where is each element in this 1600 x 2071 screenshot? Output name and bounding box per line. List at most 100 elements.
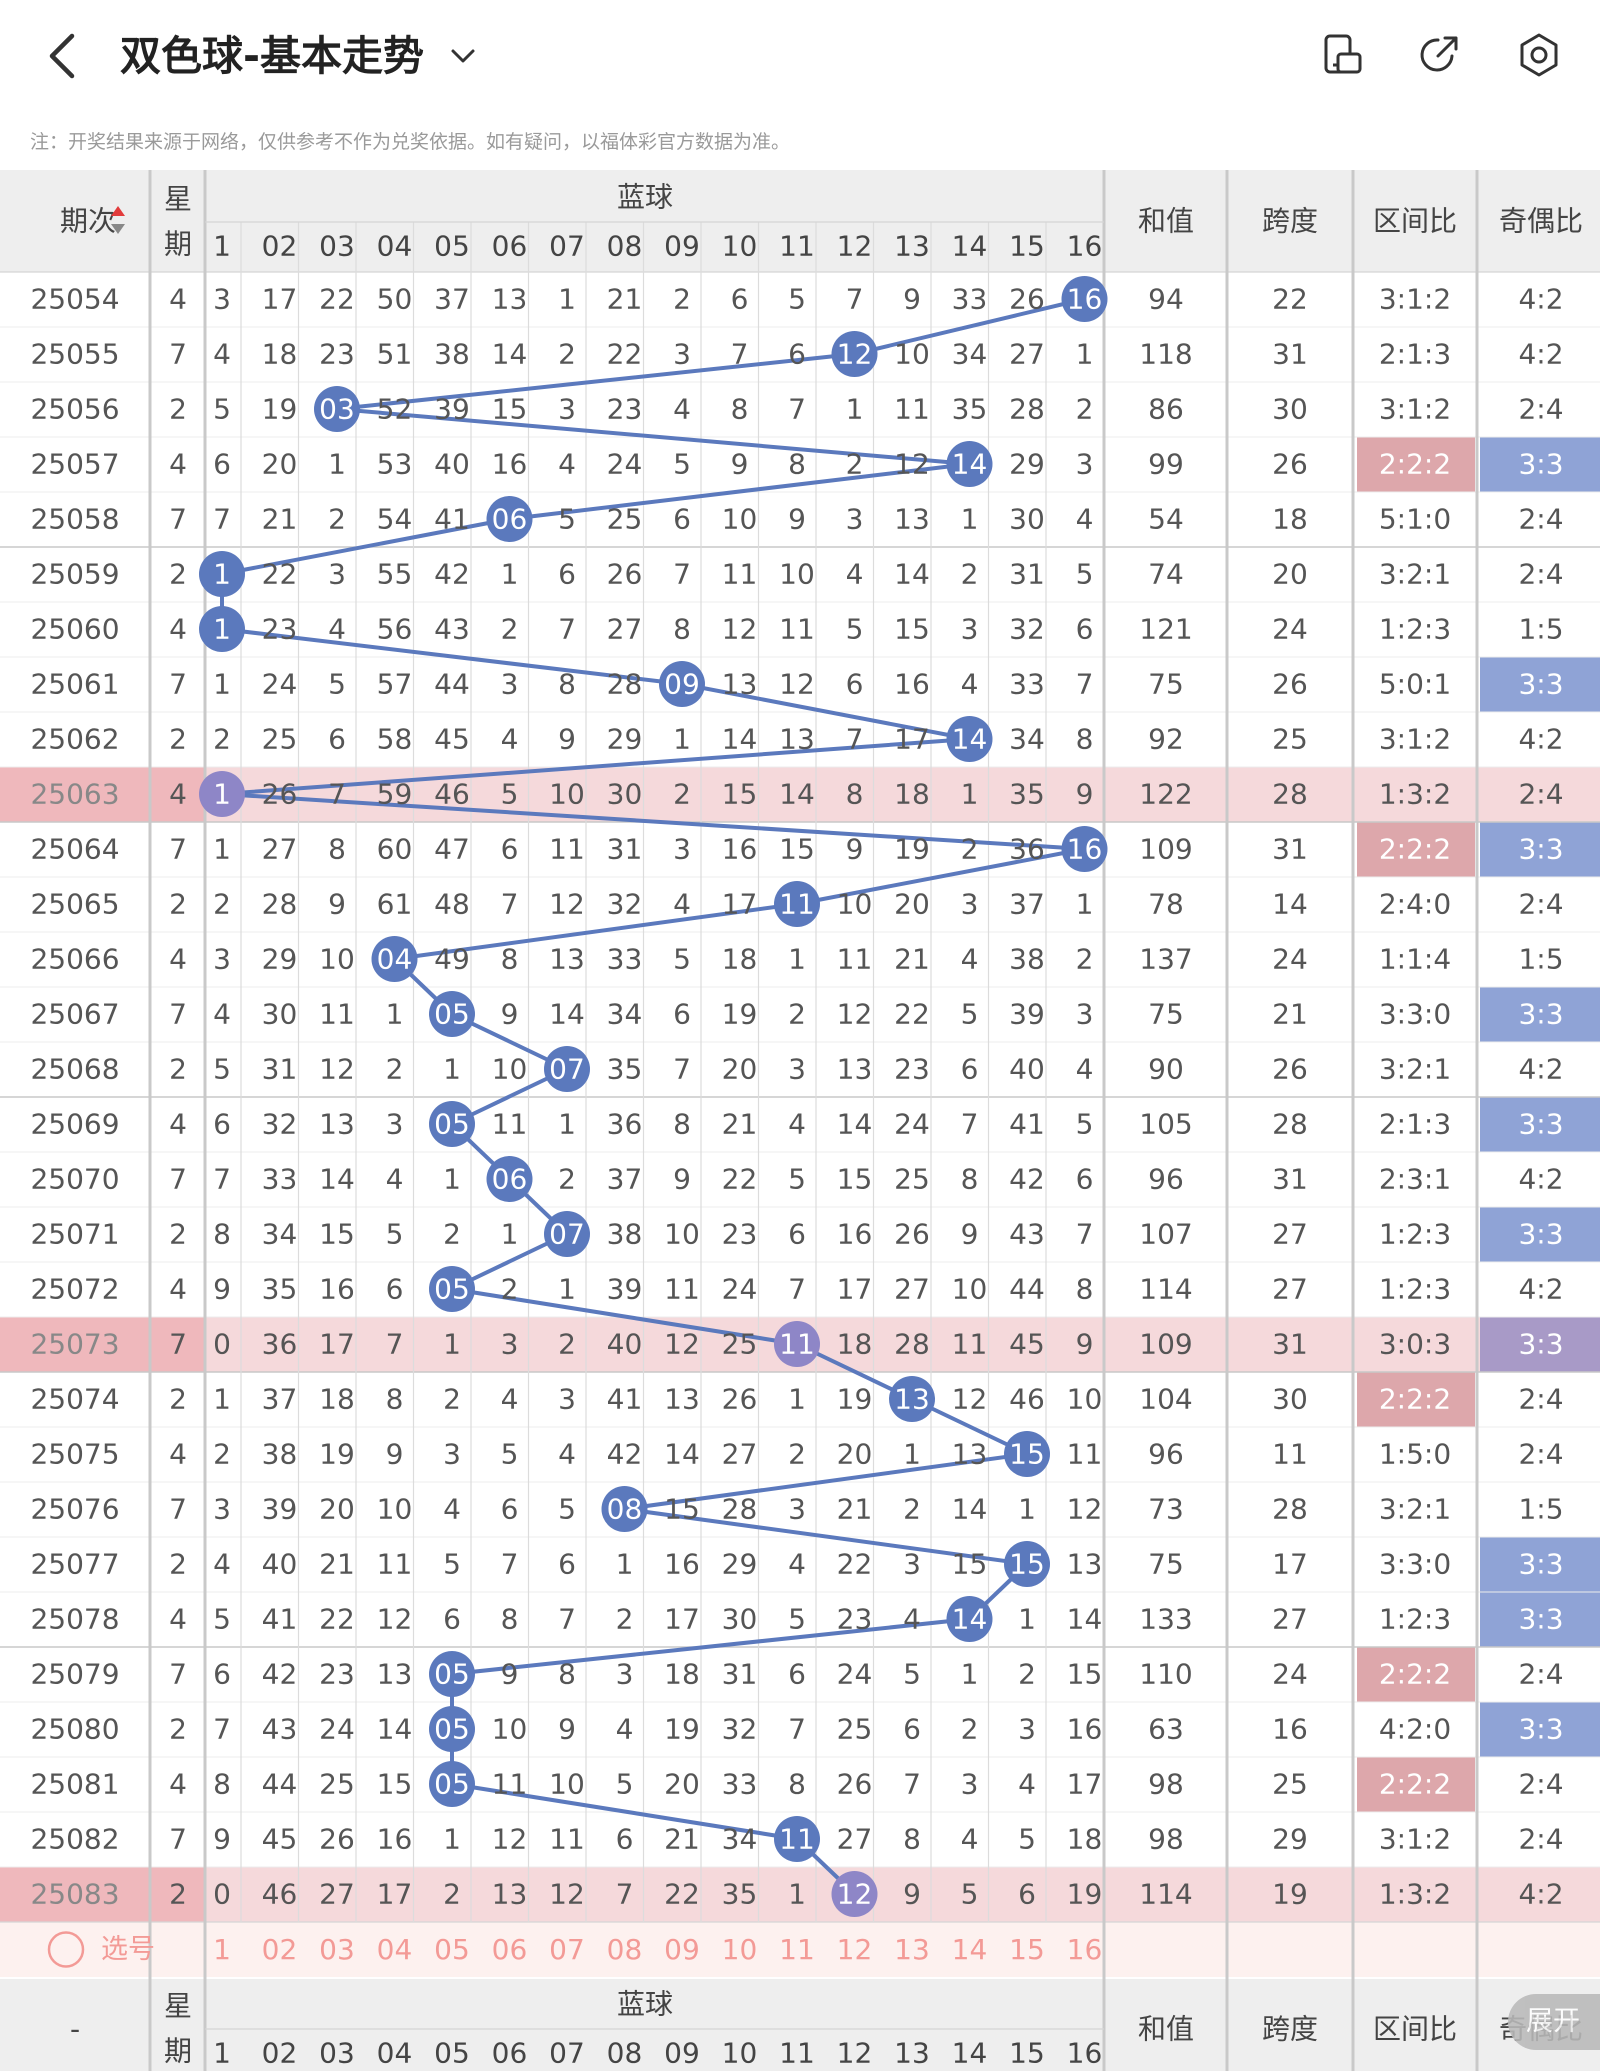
- blue-ball-number: 05: [434, 1273, 470, 1306]
- odd-even-hot-cell: [1480, 437, 1600, 492]
- miss-count: 41: [1009, 1108, 1045, 1141]
- select-number-option[interactable]: 05: [434, 1933, 470, 1966]
- blue-ball-number: 05: [434, 1768, 470, 1801]
- select-number-option[interactable]: 1: [213, 1933, 231, 1966]
- blue-ball-number: 16: [1067, 833, 1103, 866]
- header-odd-even[interactable]: 奇偶比: [1499, 205, 1583, 238]
- miss-count: 10: [492, 1053, 528, 1086]
- back-chevron-icon[interactable]: [42, 28, 82, 84]
- weekday-value: 2: [169, 558, 187, 591]
- header-span[interactable]: 跨度: [1262, 205, 1318, 238]
- zone-ratio-value: 1:2:3: [1379, 613, 1451, 646]
- select-number-label[interactable]: 选号: [101, 1934, 155, 1965]
- miss-count: 5: [328, 668, 346, 701]
- miss-count: 20: [894, 888, 930, 921]
- weekday-value: 2: [169, 723, 187, 756]
- header-blue-col: 09: [664, 230, 700, 263]
- miss-count: 23: [837, 1603, 873, 1636]
- miss-count: 13: [952, 1438, 988, 1471]
- miss-count: 3: [961, 613, 979, 646]
- select-number-option[interactable]: 15: [1009, 1933, 1045, 1966]
- miss-count: 13: [319, 1108, 355, 1141]
- miss-count: 33: [1009, 668, 1045, 701]
- miss-count: 14: [377, 1713, 413, 1746]
- miss-count: 18: [837, 1328, 873, 1361]
- miss-count: 19: [837, 1383, 873, 1416]
- miss-count: 0: [213, 1328, 231, 1361]
- miss-count: 4: [501, 1383, 519, 1416]
- header-zone-ratio[interactable]: 区间比: [1373, 205, 1457, 238]
- select-number-option[interactable]: 08: [607, 1933, 643, 1966]
- miss-count: 22: [319, 1603, 355, 1636]
- miss-count: 26: [1009, 283, 1045, 316]
- miss-count: 9: [558, 723, 576, 756]
- miss-count: 29: [722, 1548, 758, 1581]
- select-number-option[interactable]: 02: [262, 1933, 298, 1966]
- select-number-option[interactable]: 12: [837, 1933, 873, 1966]
- header-issue[interactable]: 期次: [60, 205, 116, 238]
- miss-count: 7: [213, 503, 231, 536]
- miss-count: 16: [1067, 1713, 1103, 1746]
- select-number-option[interactable]: 04: [377, 1933, 413, 1966]
- sort-down-icon[interactable]: [111, 224, 125, 234]
- dropdown-chevron-icon[interactable]: [448, 38, 478, 74]
- span-value: 24: [1272, 613, 1308, 646]
- sort-up-icon[interactable]: [111, 206, 125, 216]
- miss-count: 7: [788, 1273, 806, 1306]
- miss-count: 8: [1076, 723, 1094, 756]
- miss-count: 1: [558, 283, 576, 316]
- miss-count: 4: [846, 558, 864, 591]
- select-number-option[interactable]: 16: [1067, 1933, 1103, 1966]
- odd-even-value: 3:3: [1518, 1713, 1563, 1746]
- miss-count: 5: [213, 393, 231, 426]
- miss-count: 12: [377, 1603, 413, 1636]
- share-icon[interactable]: [1416, 32, 1462, 78]
- miss-count: 2: [846, 448, 864, 481]
- select-number-option[interactable]: 06: [492, 1933, 528, 1966]
- span-value: 31: [1272, 338, 1308, 371]
- miss-count: 36: [1009, 833, 1045, 866]
- miss-count: 27: [722, 1438, 758, 1471]
- miss-count: 2: [558, 1163, 576, 1196]
- miss-count: 44: [262, 1768, 298, 1801]
- select-radio-icon[interactable]: [47, 1931, 85, 1968]
- miss-count: 10: [779, 558, 815, 591]
- miss-count: 9: [1076, 778, 1094, 811]
- zone-ratio-value: 1:3:2: [1379, 1878, 1451, 1911]
- miss-count: 39: [607, 1273, 643, 1306]
- phone-layout-icon[interactable]: [1320, 32, 1366, 78]
- blue-ball-number: 09: [664, 668, 700, 701]
- expand-button[interactable]: 展开: [1508, 1994, 1600, 2050]
- select-number-option[interactable]: 10: [722, 1933, 758, 1966]
- miss-count: 29: [262, 943, 298, 976]
- miss-count: 22: [262, 558, 298, 591]
- miss-count: 2: [386, 1053, 404, 1086]
- select-number-option[interactable]: 13: [894, 1933, 930, 1966]
- select-number-option[interactable]: 14: [952, 1933, 988, 1966]
- miss-count: 24: [607, 448, 643, 481]
- odd-even-hot-cell: [1480, 1702, 1600, 1757]
- settings-icon[interactable]: [1516, 32, 1562, 78]
- miss-count: 43: [262, 1713, 298, 1746]
- span-value: 14: [1272, 888, 1308, 921]
- miss-count: 2: [1076, 943, 1094, 976]
- miss-count: 12: [664, 1328, 700, 1361]
- issue-number: 25081: [30, 1768, 119, 1801]
- miss-count: 1: [443, 1053, 461, 1086]
- miss-count: 2: [328, 503, 346, 536]
- weekday-value: 2: [169, 393, 187, 426]
- select-number-option[interactable]: 03: [319, 1933, 355, 1966]
- select-number-option[interactable]: 07: [549, 1933, 585, 1966]
- header-sum[interactable]: 和值: [1138, 205, 1194, 238]
- miss-count: 5: [1076, 558, 1094, 591]
- blue-ball-number: 11: [779, 1328, 815, 1361]
- select-number-option[interactable]: 09: [664, 1933, 700, 1966]
- miss-count: 7: [846, 283, 864, 316]
- miss-count: 27: [607, 613, 643, 646]
- miss-count: 5: [558, 1493, 576, 1526]
- page-title[interactable]: 双色球-基本走势: [120, 32, 425, 80]
- select-number-option[interactable]: 11: [779, 1933, 815, 1966]
- miss-count: 9: [673, 1163, 691, 1196]
- miss-count: 7: [386, 1328, 404, 1361]
- span-value: 22: [1272, 283, 1308, 316]
